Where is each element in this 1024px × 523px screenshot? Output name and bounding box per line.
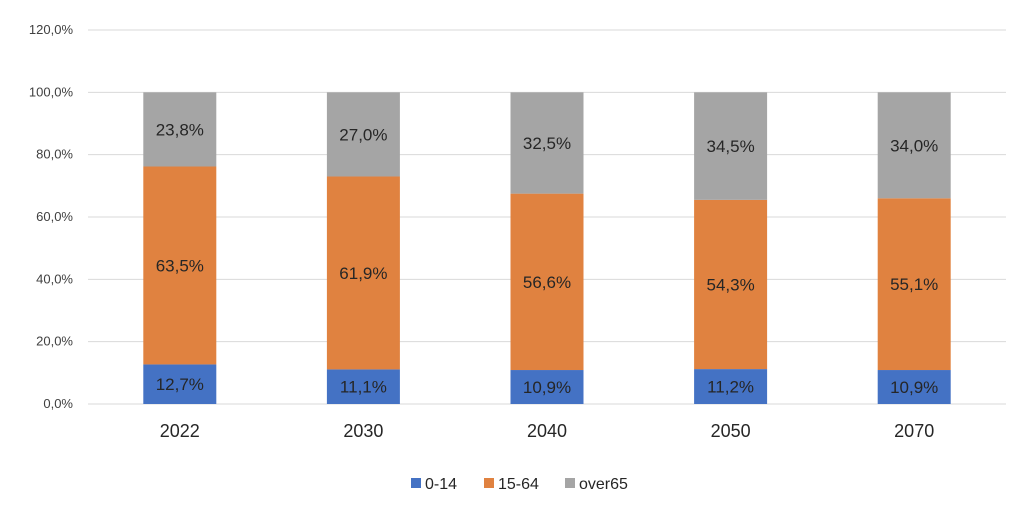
bar-segment-15-64-2040	[510, 193, 584, 371]
bars	[143, 92, 951, 404]
data-label: 12,7%	[156, 375, 204, 394]
x-tick-label: 2030	[343, 421, 383, 441]
x-tick-label: 2022	[160, 421, 200, 441]
y-tick-label: 20,0%	[36, 334, 73, 349]
bar-segment-0-14-2070	[877, 370, 951, 404]
data-label: 56,6%	[523, 273, 571, 292]
data-label: 11,2%	[707, 378, 754, 397]
data-label: 61,9%	[339, 264, 387, 283]
data-label: 34,5%	[706, 137, 754, 156]
y-tick-label: 40,0%	[36, 271, 73, 286]
legend-label: over65	[579, 476, 628, 493]
legend-label: 15-64	[498, 476, 539, 493]
data-label: 32,5%	[523, 134, 571, 153]
y-tick-label: 100,0%	[29, 84, 74, 99]
data-label: 10,9%	[890, 378, 938, 397]
y-axis-tick-labels: 0,0% 20,0% 40,0% 60,0% 80,0% 100,0% 120,0%	[29, 22, 74, 411]
data-label: 23,8%	[156, 120, 204, 139]
x-tick-label: 2040	[527, 421, 567, 441]
legend-swatch-0-14	[411, 478, 421, 488]
x-tick-label: 2070	[894, 421, 934, 441]
data-label: 63,5%	[156, 256, 204, 275]
bar-segment-over65-2022	[143, 92, 217, 167]
data-label: 11,1%	[340, 378, 387, 397]
y-tick-label: 60,0%	[36, 209, 73, 224]
data-label: 34,0%	[890, 136, 938, 155]
bar-segment-0-14-2040	[510, 370, 584, 404]
bar-segment-over65-2030	[326, 92, 400, 177]
data-label: 27,0%	[339, 125, 387, 144]
bar-segment-over65-2040	[510, 92, 584, 194]
data-label: 55,1%	[890, 275, 938, 294]
legend-label: 0-14	[425, 476, 457, 493]
bar-segment-15-64-2022	[143, 166, 217, 365]
y-tick-label: 80,0%	[36, 147, 73, 162]
legend-swatch-over65	[565, 478, 575, 488]
bar-segment-0-14-2030	[326, 369, 400, 404]
legend-swatch-15-64	[484, 478, 494, 488]
bar-segment-15-64-2030	[326, 176, 400, 370]
bar-segment-0-14-2050	[694, 369, 768, 404]
data-label: 10,9%	[523, 378, 571, 397]
bar-segment-0-14-2022	[143, 364, 217, 404]
bar-segment-15-64-2070	[877, 198, 951, 371]
x-axis-tick-labels: 2022 2030 2040 2050 2070	[160, 421, 934, 441]
data-labels: 12,7% 63,5% 23,8% 11,1% 61,9% 27,0% 10,9% 56,6%…	[156, 120, 939, 397]
y-tick-label: 0,0%	[43, 396, 73, 411]
bar-segment-over65-2050	[694, 92, 768, 200]
data-label: 54,3%	[706, 275, 754, 294]
legend: 0-14 15-64 over65	[411, 476, 628, 493]
x-tick-label: 2050	[711, 421, 751, 441]
y-tick-label: 120,0%	[29, 22, 74, 37]
bar-segment-over65-2070	[877, 92, 951, 199]
bar-segment-15-64-2050	[694, 199, 768, 370]
